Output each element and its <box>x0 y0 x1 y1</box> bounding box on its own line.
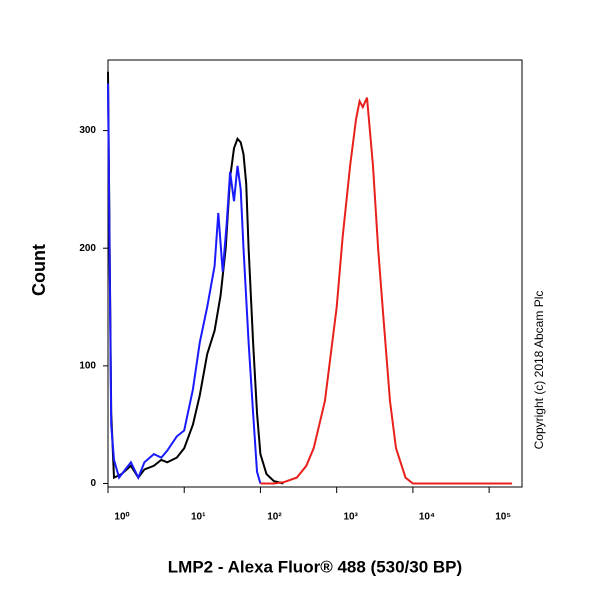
x-tick-label: 10⁴ <box>419 512 435 523</box>
copyright: Copyright (c) 2018 Abcam Plc <box>532 291 546 450</box>
series-line <box>107 83 262 484</box>
series-line <box>107 71 284 485</box>
x-tick-label: 10⁰ <box>114 512 129 523</box>
x-tick-label: 10² <box>267 512 282 523</box>
x-axis-label: LMP2 - Alexa Fluor® 488 (530/30 BP) <box>168 557 462 576</box>
y-tick-label: 100 <box>79 360 96 371</box>
y-tick-label: 0 <box>90 478 96 489</box>
x-tick-label: 10⁵ <box>495 512 511 523</box>
x-tick-label: 10¹ <box>191 512 206 523</box>
y-tick-label: 300 <box>79 125 96 136</box>
x-tick-label: 10³ <box>343 512 358 523</box>
series-line <box>260 97 513 485</box>
y-axis-label: Count <box>29 244 49 296</box>
y-tick-label: 200 <box>79 243 96 254</box>
plot-frame <box>107 59 523 488</box>
